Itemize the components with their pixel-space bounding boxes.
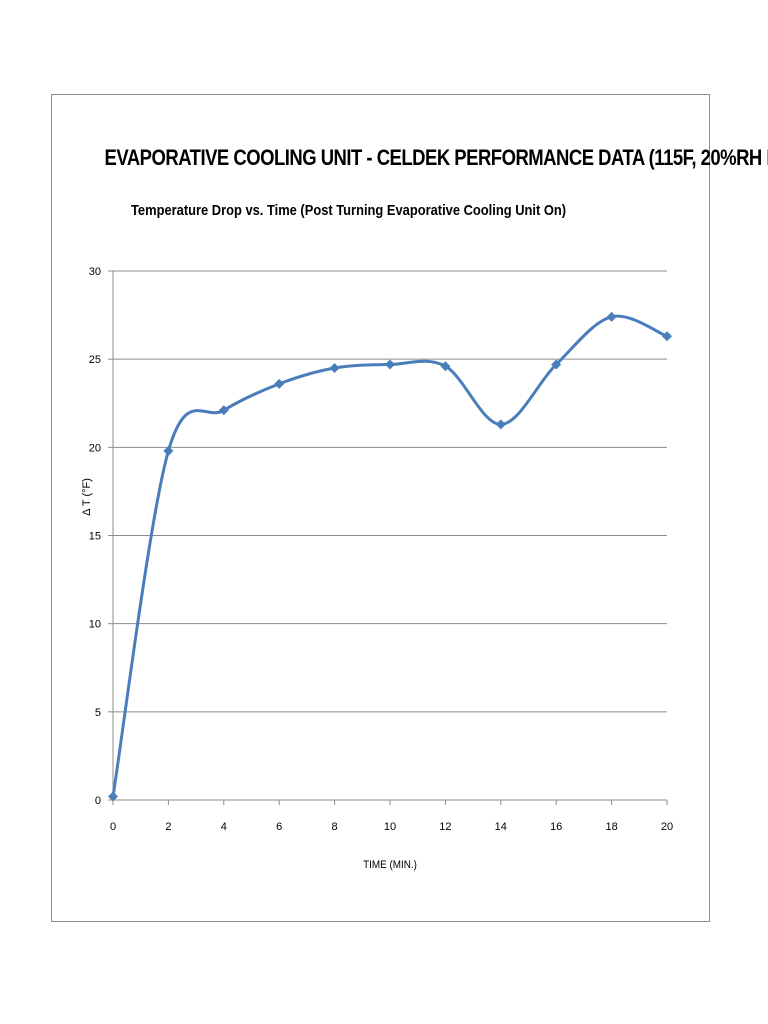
x-tick-label: 20	[661, 821, 673, 833]
x-tick-label: 0	[110, 821, 116, 833]
x-tick-label: 10	[384, 821, 396, 833]
y-tick-label: 5	[95, 707, 101, 719]
series-line	[111, 314, 669, 798]
x-tick-label: 6	[276, 821, 282, 833]
data-point	[108, 791, 118, 802]
axes	[108, 270, 668, 805]
x-tick-labels: 0 2 4 6 8 10 12 14 16 18 20	[110, 821, 673, 833]
data-point	[662, 331, 672, 342]
x-tick-label: 18	[605, 821, 617, 833]
y-tick-label: 25	[89, 354, 101, 366]
y-tick-label: 10	[89, 619, 101, 631]
data-point	[163, 445, 174, 456]
x-tick-label: 12	[439, 821, 451, 833]
y-tick-labels: 0 5 10 15 20 25 30	[89, 266, 101, 807]
data-point	[329, 362, 340, 373]
x-tick-label: 2	[165, 821, 171, 833]
x-tick-label: 4	[221, 821, 227, 833]
data-point	[551, 359, 562, 370]
data-point	[218, 405, 229, 416]
data-point	[274, 378, 285, 389]
chart-subtitle: Temperature Drop vs. Time (Post Turning …	[131, 202, 567, 219]
y-axis-label: Δ T (°F)	[81, 478, 93, 516]
x-tick-label: 14	[495, 821, 507, 833]
y-tick-label: 15	[89, 531, 101, 543]
y-tick-label: 20	[89, 442, 101, 454]
data-point	[440, 361, 451, 372]
series-group	[108, 311, 672, 802]
data-point	[495, 419, 506, 430]
y-tick-label: 0	[95, 795, 101, 807]
data-point	[606, 311, 617, 322]
data-point	[385, 359, 395, 370]
y-tick-label: 30	[89, 266, 101, 278]
x-tick-label: 16	[550, 821, 562, 833]
x-axis-label: TIME (MIN.)	[363, 860, 417, 872]
x-tick-label: 8	[332, 821, 338, 833]
gridlines	[113, 270, 667, 713]
chart-frame: EVAPORATIVE COOLING UNIT - CELDEK PERFOR…	[51, 94, 768, 922]
